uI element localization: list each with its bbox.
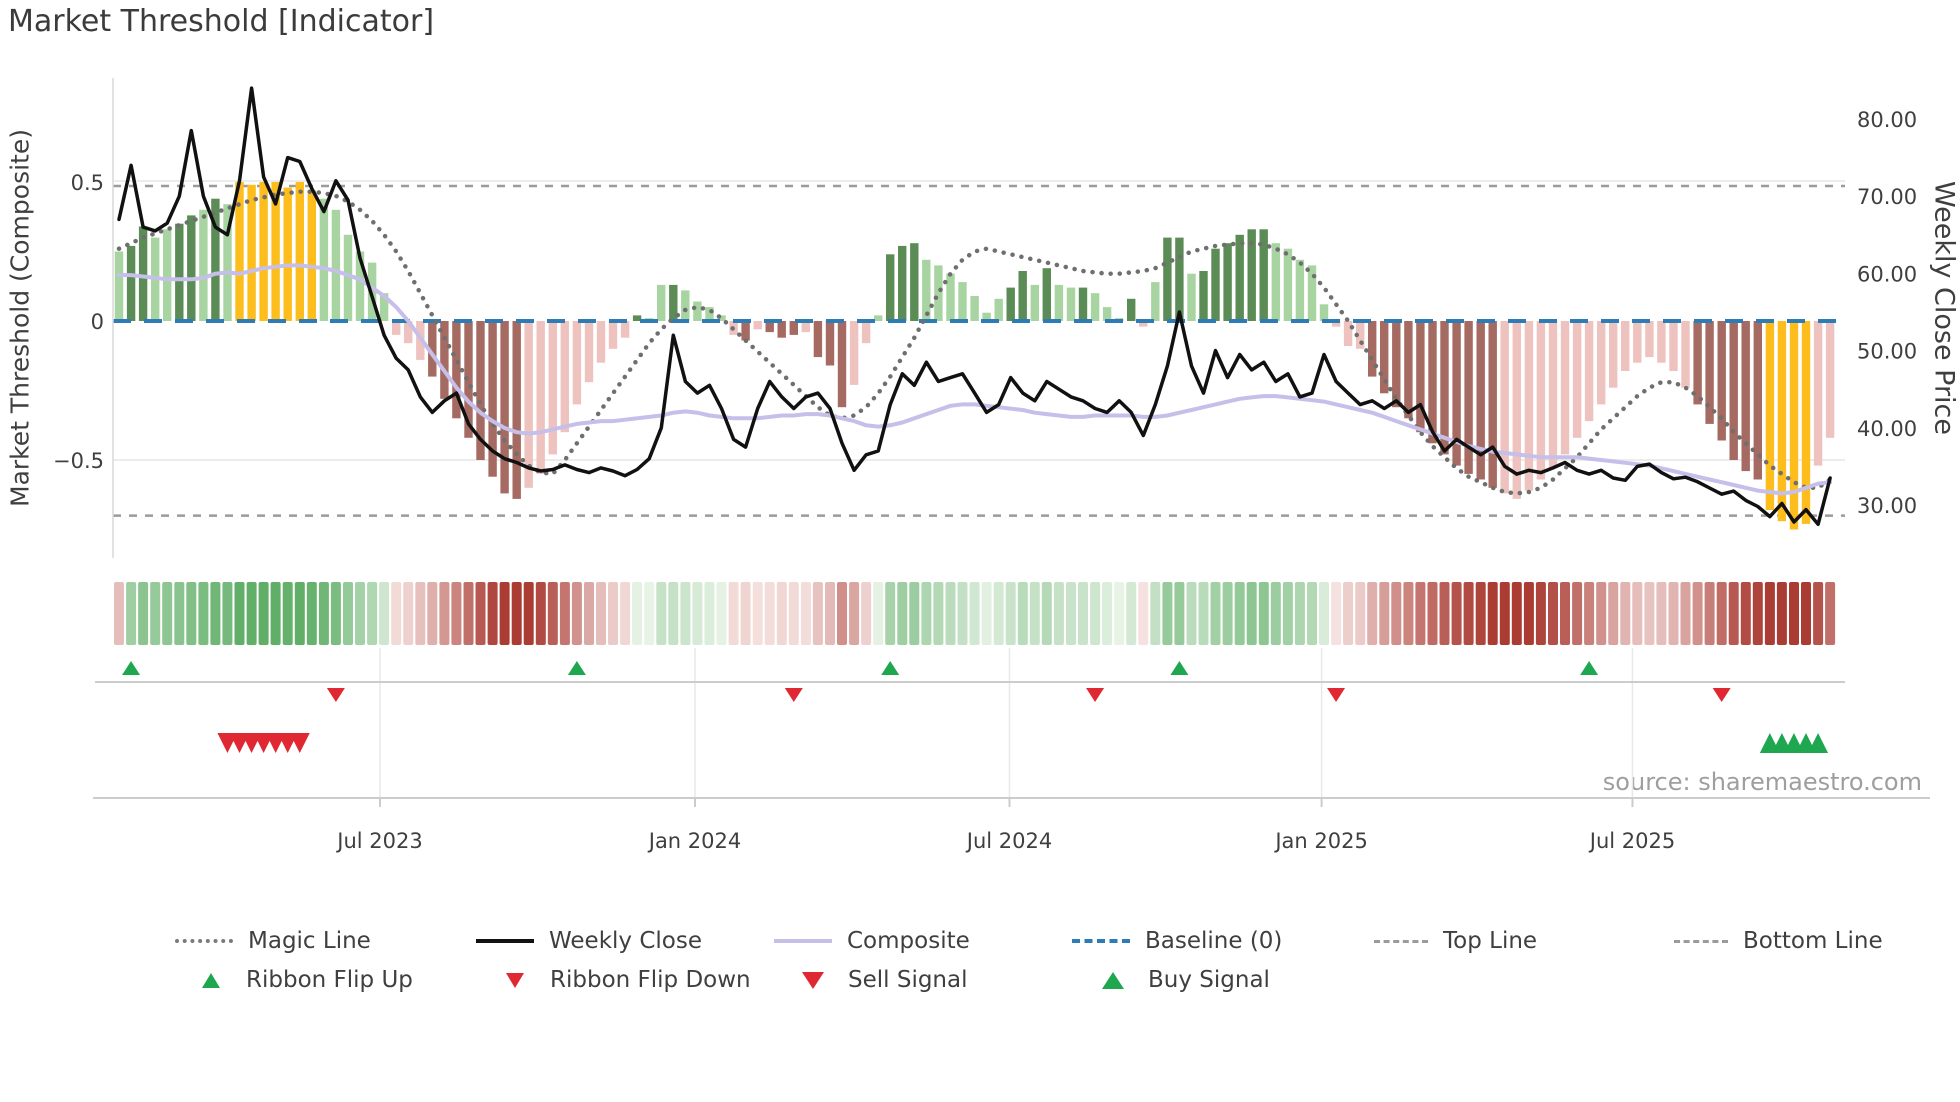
source-caption: source: sharemaestro.com (1602, 768, 1922, 796)
svg-text:70.00: 70.00 (1857, 185, 1917, 209)
sell-signal-marker (289, 733, 310, 753)
svg-text:60.00: 60.00 (1857, 262, 1917, 286)
svg-text:Jul 2025: Jul 2025 (1588, 829, 1675, 853)
ribbon-flip-up-marker (567, 661, 586, 675)
ribbon-flip-up-marker (881, 661, 900, 675)
svg-text:80.00: 80.00 (1857, 108, 1917, 132)
ribbon-heatmap (114, 582, 1836, 645)
threshold-bars (114, 182, 1835, 530)
weekly-close-line (117, 86, 1832, 527)
svg-text:Jul 2024: Jul 2024 (965, 829, 1052, 853)
svg-text:50.00: 50.00 (1857, 340, 1917, 364)
ribbon-flip-up-marker (1580, 661, 1599, 675)
svg-text:Jan 2024: Jan 2024 (647, 829, 742, 853)
magic-line (116, 189, 1833, 496)
buy-signal-cluster (1759, 733, 1829, 753)
svg-text:Jan 2025: Jan 2025 (1273, 829, 1368, 853)
right-axis-ticks: 80.00 70.00 60.00 50.00 40.00 30.00 (1857, 108, 1917, 518)
svg-text:0.5: 0.5 (71, 171, 104, 195)
sell-signal-cluster (217, 733, 310, 753)
svg-text:Jul 2023: Jul 2023 (335, 829, 422, 853)
x-axis-ticks: Jul 2023 Jan 2024 Jul 2024 Jan 2025 Jul 2025 (335, 829, 1675, 853)
ribbon-flip-down-marker (1327, 688, 1346, 702)
ribbon-flip-down-marker (784, 688, 803, 702)
svg-text:0: 0 (91, 310, 104, 334)
signal-panel-grid (93, 648, 1930, 807)
svg-text:30.00: 30.00 (1857, 494, 1917, 518)
ribbon-flip-down-marker (1712, 688, 1731, 702)
buy-signal-marker (1808, 733, 1829, 753)
ribbon-flip-up-marker (122, 661, 141, 675)
chart-title: Market Threshold [Indicator] (8, 4, 435, 39)
svg-text:40.00: 40.00 (1857, 417, 1917, 441)
svg-text:−0.5: −0.5 (53, 449, 104, 473)
composite-line (117, 263, 1833, 496)
left-axis-ticks: 0.5 0 −0.5 (53, 171, 104, 473)
ribbon-flip-down-marker (326, 688, 345, 702)
ribbon-flip-up-marker (1170, 661, 1189, 675)
ribbon-flip-markers (122, 661, 1731, 702)
ribbon-flip-down-marker (1086, 688, 1105, 702)
